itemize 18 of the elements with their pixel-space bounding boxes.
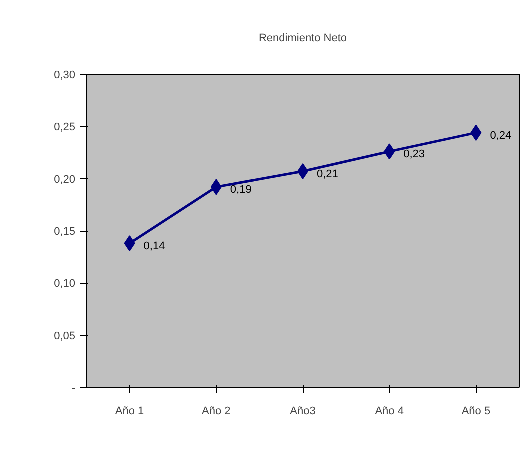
y-tick-label: - bbox=[72, 382, 76, 394]
chart-title: Rendimiento Neto bbox=[258, 32, 348, 44]
data-label: 0,19 bbox=[230, 184, 252, 196]
y-tick-label: 0,20 bbox=[54, 174, 76, 186]
data-label: 0,21 bbox=[317, 168, 338, 181]
data-label: 0,23 bbox=[404, 148, 426, 161]
y-tick-label: 0,15 bbox=[54, 226, 76, 238]
x-tick-label: Año 1 bbox=[115, 406, 144, 418]
x-tick-label: Año3 bbox=[290, 406, 316, 418]
x-tick-label: Año 2 bbox=[202, 406, 231, 418]
data-label: 0,24 bbox=[490, 130, 512, 142]
y-tick-label: 0,05 bbox=[54, 330, 76, 342]
data-label: 0,14 bbox=[144, 240, 166, 253]
x-tick-label: Año 4 bbox=[375, 406, 404, 418]
y-tick-label: 0,10 bbox=[54, 278, 76, 290]
x-tick-label: Año 5 bbox=[462, 406, 491, 418]
y-tick-label: 0,25 bbox=[54, 122, 76, 134]
y-tick-label: 0,30 bbox=[54, 70, 76, 82]
